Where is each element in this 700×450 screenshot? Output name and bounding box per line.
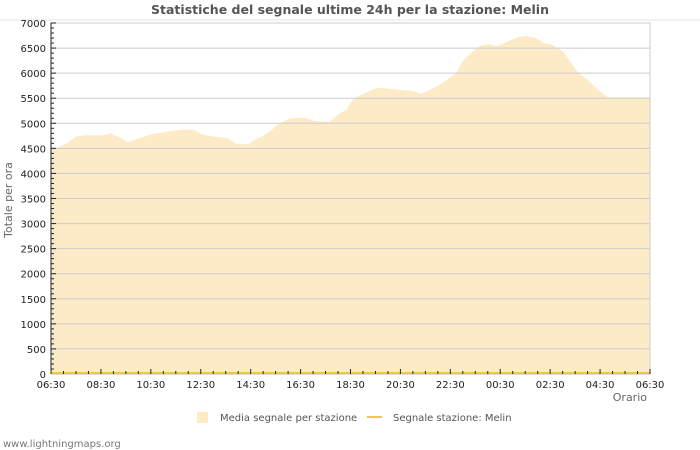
x-tick-label: 22:30: [436, 380, 465, 391]
y-tick-label: 2500: [21, 245, 46, 256]
x-tick-label: 10:30: [136, 380, 165, 391]
y-tick-label: 5500: [21, 94, 46, 105]
x-tick-label: 14:30: [236, 380, 265, 391]
y-tick-label: 1500: [21, 295, 46, 306]
legend-label-average: Media segnale per stazione: [220, 413, 357, 424]
x-axis-title: Orario: [613, 391, 648, 404]
average-area: [51, 36, 650, 374]
legend-area-swatch-icon: [197, 412, 208, 423]
x-axis: 06:30 08:30 10:30 12:30 14:30 16:30 18:30 20:30…: [37, 369, 665, 391]
x-tick-label: 18:30: [336, 380, 365, 391]
y-tick-label: 6000: [21, 69, 46, 80]
y-tick-label: 7000: [21, 19, 46, 30]
x-tick-label: 12:30: [186, 380, 215, 391]
y-tick-label: 0: [40, 370, 46, 381]
y-tick-label: 3500: [21, 195, 46, 206]
x-tick-label: 02:30: [536, 380, 565, 391]
y-tick-label: 6500: [21, 44, 46, 55]
x-tick-label: 08:30: [87, 380, 116, 391]
y-tick-label: 4500: [21, 144, 46, 155]
y-axis-title: Totale per ora: [2, 162, 15, 239]
y-tick-label: 500: [27, 345, 46, 356]
x-tick-label: 06:30: [37, 380, 66, 391]
y-tick-label: 3000: [21, 220, 46, 231]
grid-lines: [51, 22, 650, 350]
chart-title: Statistiche del segnale ultime 24h per l…: [151, 2, 549, 17]
legend-item-average[interactable]: Media segnale per stazione: [197, 412, 357, 424]
y-tick-label: 1000: [21, 320, 46, 331]
legend-label-station: Segnale stazione: Melin: [393, 413, 512, 424]
y-axis: 0 500 1000 1500 2000 2500 3000 3500 4000 4500 5000…: [21, 19, 56, 381]
y-tick-label: 5000: [21, 119, 46, 130]
x-tick-label: 00:30: [486, 380, 515, 391]
x-tick-label: 20:30: [386, 380, 415, 391]
x-tick-label: 06:30: [636, 380, 665, 391]
legend-item-station[interactable]: Segnale stazione: Melin: [367, 413, 512, 424]
legend: Media segnale per stazione Segnale stazi…: [197, 412, 512, 424]
y-tick-label: 4000: [21, 169, 46, 180]
y-tick-label: 2000: [21, 270, 46, 281]
footer-link[interactable]: www.lightningmaps.org: [3, 439, 121, 450]
x-tick-label: 16:30: [286, 380, 315, 391]
x-tick-label: 04:30: [586, 380, 615, 391]
